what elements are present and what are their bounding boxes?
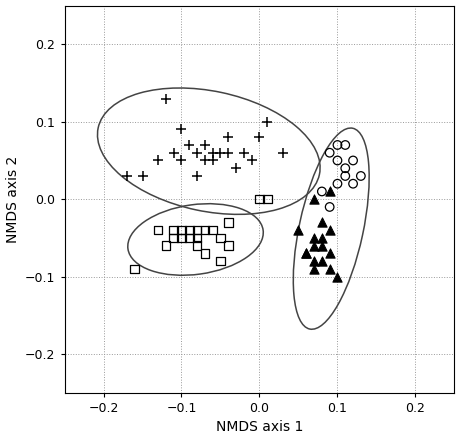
Point: [154, 157, 162, 164]
Point: [185, 142, 193, 149]
Point: [201, 142, 208, 149]
Point: [193, 149, 200, 156]
Point: [224, 149, 231, 156]
Point: [224, 134, 231, 141]
Point: [193, 227, 200, 234]
Point: [170, 149, 177, 156]
Point: [178, 157, 185, 164]
Point: [170, 227, 177, 234]
Point: [170, 235, 177, 242]
Point: [294, 227, 302, 234]
Point: [349, 180, 356, 187]
Point: [356, 172, 364, 180]
Point: [201, 157, 208, 164]
Point: [123, 172, 130, 180]
Point: [333, 157, 341, 164]
Point: [178, 235, 185, 242]
Point: [263, 118, 270, 125]
Point: [232, 165, 239, 172]
Point: [201, 250, 208, 257]
Point: [310, 235, 317, 242]
Point: [193, 172, 200, 180]
Point: [318, 219, 325, 226]
Point: [310, 265, 317, 272]
Point: [310, 242, 317, 249]
Point: [333, 273, 341, 280]
Point: [255, 134, 263, 141]
Point: [318, 188, 325, 195]
Point: [302, 250, 309, 257]
Point: [216, 258, 224, 265]
Point: [216, 149, 224, 156]
Point: [216, 235, 224, 242]
Point: [325, 265, 333, 272]
Point: [208, 227, 216, 234]
Point: [185, 227, 193, 234]
Point: [341, 172, 348, 180]
Point: [208, 157, 216, 164]
Point: [349, 157, 356, 164]
Point: [178, 227, 185, 234]
Point: [255, 196, 263, 203]
Point: [318, 235, 325, 242]
Point: [193, 235, 200, 242]
Point: [325, 250, 333, 257]
Point: [318, 258, 325, 265]
Point: [333, 142, 341, 149]
Point: [318, 242, 325, 249]
Point: [279, 149, 286, 156]
Point: [139, 172, 146, 180]
Point: [341, 142, 348, 149]
Point: [302, 250, 309, 257]
Point: [310, 258, 317, 265]
Point: [325, 203, 333, 210]
Point: [325, 149, 333, 156]
Point: [178, 126, 185, 133]
Point: [208, 149, 216, 156]
Point: [162, 242, 169, 249]
Point: [224, 242, 231, 249]
Y-axis label: NMDS axis 2: NMDS axis 2: [6, 156, 20, 243]
X-axis label: NMDS axis 1: NMDS axis 1: [215, 421, 302, 434]
Point: [185, 235, 193, 242]
Point: [201, 227, 208, 234]
Point: [333, 180, 341, 187]
Point: [341, 165, 348, 172]
Point: [247, 157, 255, 164]
Point: [193, 242, 200, 249]
Point: [240, 149, 247, 156]
Point: [263, 196, 270, 203]
Point: [131, 265, 138, 272]
Point: [162, 95, 169, 102]
Point: [224, 219, 231, 226]
Point: [154, 227, 162, 234]
Point: [325, 188, 333, 195]
Point: [310, 196, 317, 203]
Point: [325, 227, 333, 234]
